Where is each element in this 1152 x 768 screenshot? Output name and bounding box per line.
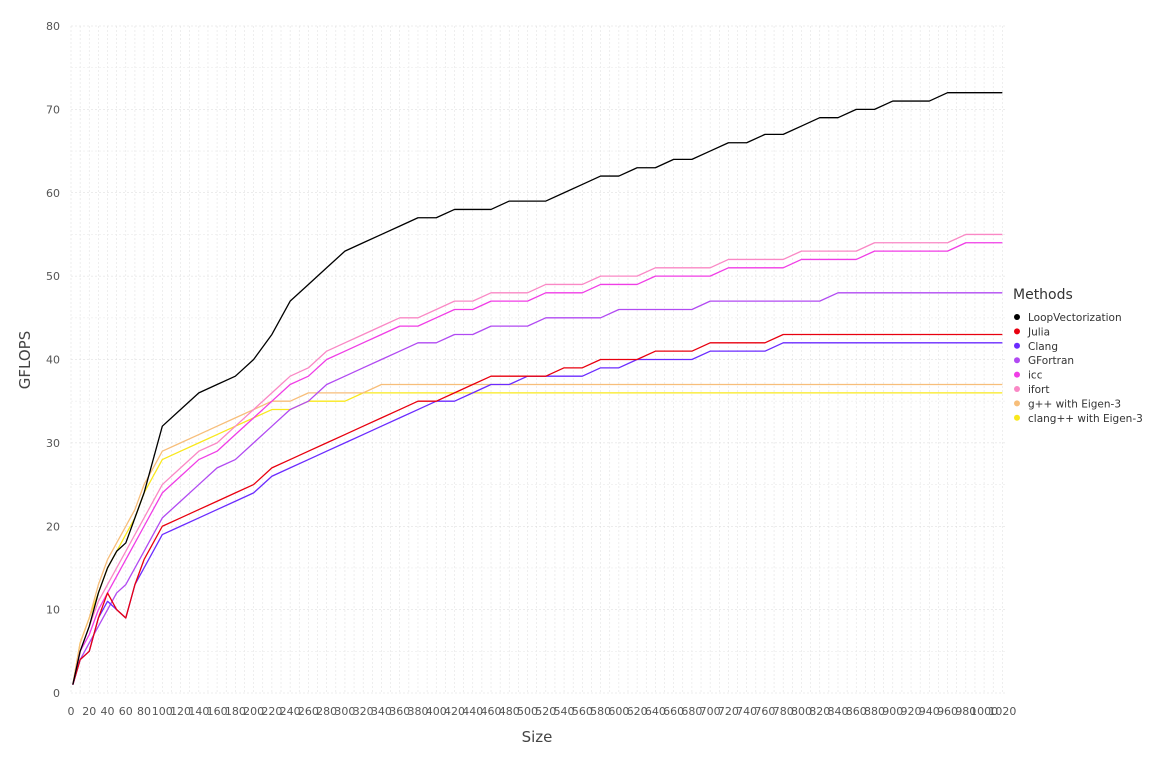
legend-title: Methods: [1013, 287, 1073, 303]
legend-swatch: [1014, 400, 1020, 407]
x-tick-label: 100: [152, 705, 173, 718]
y-tick-label: 80: [46, 20, 60, 33]
x-tick-label: 180: [225, 705, 246, 718]
x-tick-label: 80: [137, 705, 151, 718]
y-tick-label: 40: [46, 354, 60, 367]
x-tick-label: 940: [919, 705, 940, 718]
series-line-loopvectorization: [72, 92, 1003, 685]
x-tick-label: 860: [846, 705, 867, 718]
x-tick-label: 380: [407, 705, 428, 718]
y-tick-label: 20: [46, 520, 60, 533]
y-tick-label: 60: [46, 187, 60, 200]
legend-label: Julia: [1027, 326, 1050, 338]
x-tick-label: 60: [119, 705, 133, 718]
series-line-ifort: [72, 233, 1003, 685]
legend-swatch: [1014, 357, 1020, 364]
x-tick-label: 140: [188, 705, 209, 718]
series-line-gfortran: [72, 292, 1003, 685]
x-tick-label: 20: [82, 705, 96, 718]
x-tick-label: 1000: [970, 705, 998, 718]
x-tick-label: 700: [700, 705, 721, 718]
x-tick-label: 820: [809, 705, 830, 718]
series-lines: [72, 92, 1003, 685]
x-tick-label: 760: [754, 705, 775, 718]
y-axis-title: GFLOPS: [16, 331, 34, 389]
legend-label: g++ with Eigen-3: [1028, 398, 1121, 410]
series-line-julia: [72, 333, 1003, 685]
x-axis-ticks: 0 20 40 60 80 1001201401601802002202402602803…: [68, 705, 1017, 718]
series-line-clang-with-eigen-3: [72, 392, 1003, 685]
legend-swatch: [1014, 314, 1020, 320]
x-tick-label: 600: [608, 705, 629, 718]
legend-label: icc: [1028, 370, 1043, 382]
x-tick-label: 120: [170, 705, 191, 718]
x-tick-label: 640: [645, 705, 666, 718]
y-tick-label: 10: [46, 604, 60, 617]
x-tick-label: 300: [334, 705, 355, 718]
x-tick-label: 400: [426, 705, 447, 718]
x-tick-label: 480: [499, 705, 520, 718]
x-tick-label: 0: [68, 705, 75, 718]
y-tick-label: 50: [46, 270, 60, 283]
x-tick-label: 720: [718, 705, 739, 718]
x-tick-label: 800: [791, 705, 812, 718]
x-tick-label: 260: [298, 705, 319, 718]
legend-label: ifort: [1028, 384, 1049, 396]
legend-label: Clang: [1028, 341, 1058, 353]
x-tick-label: 780: [773, 705, 794, 718]
legend-swatch: [1014, 414, 1020, 421]
legend-swatch: [1014, 342, 1020, 349]
x-tick-label: 220: [261, 705, 282, 718]
x-tick-label: 680: [681, 705, 702, 718]
x-tick-label: 360: [389, 705, 410, 718]
legend: Methods LoopVectorization Julia Clang GFort…: [1013, 287, 1143, 425]
x-tick-label: 960: [937, 705, 958, 718]
x-tick-label: 40: [101, 705, 115, 718]
legend-label: GFortran: [1028, 355, 1074, 367]
series-line-g-with-eigen-3: [72, 383, 1003, 685]
legend-label: LoopVectorization: [1028, 312, 1122, 324]
legend-swatch: [1014, 328, 1020, 335]
x-tick-label: 520: [535, 705, 556, 718]
x-tick-label: 500: [517, 705, 538, 718]
legend-items: LoopVectorization Julia Clang GFortran icc if…: [1014, 312, 1143, 425]
x-tick-label: 440: [462, 705, 483, 718]
x-tick-label: 340: [371, 705, 392, 718]
x-tick-label: 880: [864, 705, 885, 718]
x-tick-label: 280: [316, 705, 337, 718]
y-tick-label: 0: [53, 687, 60, 700]
x-tick-label: 460: [481, 705, 502, 718]
x-tick-label: 620: [627, 705, 648, 718]
y-tick-label: 70: [46, 103, 60, 116]
x-tick-label: 980: [955, 705, 976, 718]
y-axis-ticks: 0 10 20 30 40 50 60 70 80: [46, 20, 60, 700]
x-tick-label: 660: [663, 705, 684, 718]
x-axis-title: Size: [522, 728, 553, 746]
x-tick-label: 320: [353, 705, 374, 718]
x-tick-label: 1020: [988, 705, 1016, 718]
x-tick-label: 840: [827, 705, 848, 718]
x-tick-label: 920: [901, 705, 922, 718]
x-tick-label: 900: [882, 705, 903, 718]
x-tick-label: 580: [590, 705, 611, 718]
x-tick-label: 240: [280, 705, 301, 718]
x-tick-label: 200: [243, 705, 264, 718]
x-tick-label: 540: [554, 705, 575, 718]
legend-swatch: [1014, 371, 1020, 378]
legend-swatch: [1014, 386, 1020, 392]
x-tick-label: 560: [572, 705, 593, 718]
x-tick-label: 420: [444, 705, 465, 718]
y-tick-label: 30: [46, 437, 60, 450]
series-line-clang: [72, 342, 1003, 685]
series-line-icc: [72, 242, 1003, 685]
legend-label: clang++ with Eigen-3: [1028, 413, 1143, 425]
x-tick-label: 740: [736, 705, 757, 718]
grid: [70, 25, 1006, 694]
x-tick-label: 160: [207, 705, 228, 718]
